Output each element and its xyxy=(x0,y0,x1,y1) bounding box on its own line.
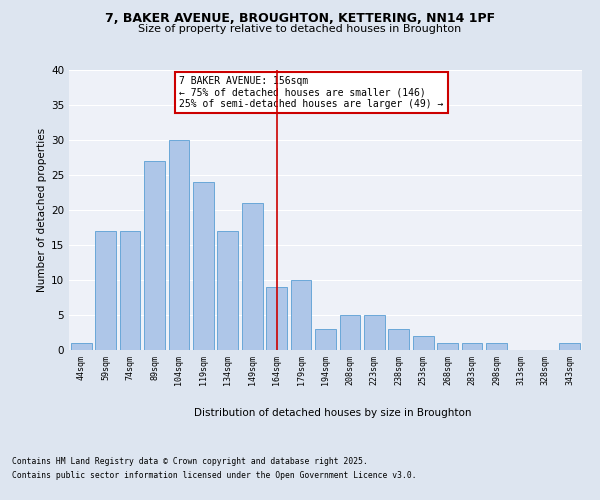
Text: 7, BAKER AVENUE, BROUGHTON, KETTERING, NN14 1PF: 7, BAKER AVENUE, BROUGHTON, KETTERING, N… xyxy=(105,12,495,26)
Text: Contains HM Land Registry data © Crown copyright and database right 2025.: Contains HM Land Registry data © Crown c… xyxy=(12,457,368,466)
Bar xyxy=(169,140,190,350)
Y-axis label: Number of detached properties: Number of detached properties xyxy=(37,128,47,292)
Bar xyxy=(364,315,385,350)
Text: Size of property relative to detached houses in Broughton: Size of property relative to detached ho… xyxy=(139,24,461,34)
Bar xyxy=(413,336,434,350)
Bar xyxy=(486,343,507,350)
Text: 7 BAKER AVENUE: 156sqm
← 75% of detached houses are smaller (146)
25% of semi-de: 7 BAKER AVENUE: 156sqm ← 75% of detached… xyxy=(179,76,443,109)
Bar xyxy=(437,343,458,350)
Bar xyxy=(315,329,336,350)
Bar xyxy=(119,231,140,350)
Bar xyxy=(95,231,116,350)
Bar xyxy=(290,280,311,350)
Bar xyxy=(144,161,165,350)
Bar xyxy=(461,343,482,350)
Bar xyxy=(266,287,287,350)
Bar xyxy=(559,343,580,350)
Bar xyxy=(340,315,361,350)
Text: Contains public sector information licensed under the Open Government Licence v3: Contains public sector information licen… xyxy=(12,471,416,480)
Bar xyxy=(388,329,409,350)
Bar xyxy=(217,231,238,350)
Text: Distribution of detached houses by size in Broughton: Distribution of detached houses by size … xyxy=(194,408,472,418)
Bar xyxy=(71,343,92,350)
Bar xyxy=(242,203,263,350)
Bar xyxy=(193,182,214,350)
